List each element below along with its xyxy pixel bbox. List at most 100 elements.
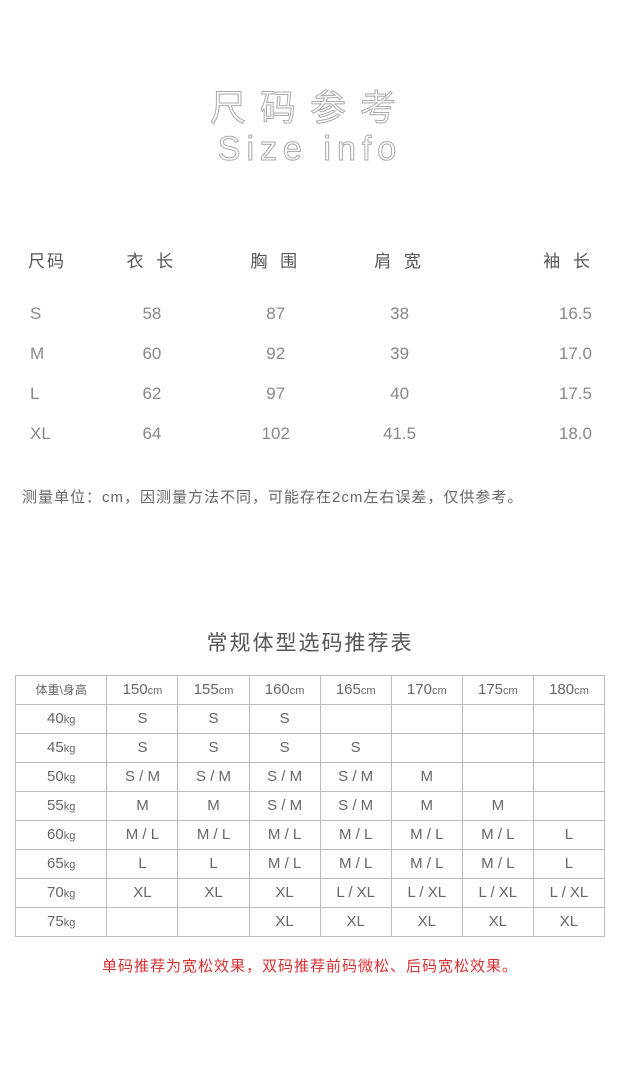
- rec-table-cell: L / XL: [462, 878, 533, 907]
- rec-table-cell: M / L: [249, 849, 320, 878]
- rec-row-header: 55kg: [16, 791, 107, 820]
- rec-table-cell: L / XL: [533, 878, 604, 907]
- rec-table-cell: [533, 762, 604, 791]
- title-en: Size info: [0, 130, 620, 169]
- rec-corner-cell: 体重\身高: [16, 675, 107, 704]
- rec-row-header: 45kg: [16, 733, 107, 762]
- rec-table-row: 60kgM / LM / LM / LM / LM / LM / LL: [16, 820, 605, 849]
- size-table-cell: 17.5: [461, 374, 600, 414]
- size-table-row: M60923917.0: [20, 334, 600, 374]
- rec-col-header: 175cm: [462, 675, 533, 704]
- rec-table-cell: XL: [462, 907, 533, 936]
- rec-table-cell: S / M: [249, 762, 320, 791]
- rec-table-cell: [533, 733, 604, 762]
- size-table-cell: 41.5: [338, 414, 462, 454]
- rec-col-header: 165cm: [320, 675, 391, 704]
- rec-row-header: 50kg: [16, 762, 107, 791]
- rec-table-cell: L: [107, 849, 178, 878]
- size-table-cell: 60: [90, 334, 214, 374]
- rec-table-cell: L: [533, 849, 604, 878]
- rec-table-row: 65kgLLM / LM / LM / LM / LL: [16, 849, 605, 878]
- size-table-cell: 92: [214, 334, 338, 374]
- rec-table-row: 55kgMMS / MS / MMM: [16, 791, 605, 820]
- size-table-cell: S: [20, 294, 90, 334]
- rec-table-cell: [533, 704, 604, 733]
- size-col-header: 袖 长: [461, 247, 600, 294]
- rec-col-header: 160cm: [249, 675, 320, 704]
- title-cn: 尺码参考: [0, 88, 620, 128]
- size-table-row: XL6410241.518.0: [20, 414, 600, 454]
- size-table-cell: 17.0: [461, 334, 600, 374]
- size-table-cell: XL: [20, 414, 90, 454]
- rec-col-header: 155cm: [178, 675, 249, 704]
- size-table-cell: M: [20, 334, 90, 374]
- size-table-cell: 62: [90, 374, 214, 414]
- rec-row-header: 65kg: [16, 849, 107, 878]
- rec-row-header: 40kg: [16, 704, 107, 733]
- rec-table-cell: [462, 733, 533, 762]
- rec-table-cell: L / XL: [391, 878, 462, 907]
- rec-row-header: 70kg: [16, 878, 107, 907]
- rec-table-cell: M / L: [391, 820, 462, 849]
- rec-table-cell: S / M: [178, 762, 249, 791]
- size-table-cell: 64: [90, 414, 214, 454]
- size-table-row: L62974017.5: [20, 374, 600, 414]
- rec-row-header: 75kg: [16, 907, 107, 936]
- rec-table-cell: M / L: [107, 820, 178, 849]
- rec-table-cell: [391, 704, 462, 733]
- rec-table-cell: S: [178, 733, 249, 762]
- rec-table-cell: XL: [533, 907, 604, 936]
- rec-table-cell: S: [178, 704, 249, 733]
- size-table-cell: 18.0: [461, 414, 600, 454]
- size-table-cell: 102: [214, 414, 338, 454]
- size-col-header: 胸 围: [214, 247, 338, 294]
- rec-table-row: 75kgXLXLXLXLXL: [16, 907, 605, 936]
- rec-table-cell: M / L: [320, 849, 391, 878]
- rec-table-cell: XL: [249, 878, 320, 907]
- rec-table-row: 40kgSSS: [16, 704, 605, 733]
- rec-header-row: 体重\身高 150cm155cm160cm165cm170cm175cm180c…: [16, 675, 605, 704]
- rec-table-cell: [107, 907, 178, 936]
- rec-table-cell: [320, 704, 391, 733]
- rec-table-cell: S: [249, 733, 320, 762]
- rec-table-cell: XL: [107, 878, 178, 907]
- size-table-cell: L: [20, 374, 90, 414]
- rec-table-cell: [533, 791, 604, 820]
- size-table-cell: 40: [338, 374, 462, 414]
- measurement-note: 测量单位：cm，因测量方法不同，可能存在2cm左右误差，仅供参考。: [0, 486, 620, 507]
- rec-table-cell: L: [178, 849, 249, 878]
- rec-table-cell: XL: [178, 878, 249, 907]
- rec-table-cell: M / L: [320, 820, 391, 849]
- size-col-header: 尺码: [20, 247, 90, 294]
- size-table-cell: 39: [338, 334, 462, 374]
- rec-table-row: 50kgS / MS / MS / MS / MM: [16, 762, 605, 791]
- rec-col-header: 170cm: [391, 675, 462, 704]
- rec-table-cell: [462, 762, 533, 791]
- rec-table-cell: M: [391, 762, 462, 791]
- size-table-cell: 16.5: [461, 294, 600, 334]
- size-col-header: 衣 长: [90, 247, 214, 294]
- size-table-cell: 87: [214, 294, 338, 334]
- rec-table-cell: S: [249, 704, 320, 733]
- rec-table-cell: M: [178, 791, 249, 820]
- rec-table-cell: S / M: [320, 762, 391, 791]
- rec-table-cell: L: [533, 820, 604, 849]
- rec-table-cell: XL: [391, 907, 462, 936]
- rec-table-cell: S / M: [249, 791, 320, 820]
- rec-table-cell: M / L: [462, 849, 533, 878]
- rec-table-row: 45kgSSSS: [16, 733, 605, 762]
- recommendation-title: 常规体型选码推荐表: [0, 627, 620, 657]
- size-table-cell: 97: [214, 374, 338, 414]
- rec-col-header: 150cm: [107, 675, 178, 704]
- rec-table-cell: S / M: [320, 791, 391, 820]
- rec-table-cell: S / M: [107, 762, 178, 791]
- rec-table-cell: M: [462, 791, 533, 820]
- header-section: 尺码参考 Size info: [0, 0, 620, 169]
- rec-table-cell: M / L: [391, 849, 462, 878]
- rec-table-cell: S: [320, 733, 391, 762]
- rec-table-cell: S: [107, 704, 178, 733]
- rec-table-cell: S: [107, 733, 178, 762]
- size-measurement-table: 尺码 衣 长 胸 围 肩 宽 袖 长 S58873816.5M60923917.…: [0, 247, 620, 454]
- rec-table-cell: [462, 704, 533, 733]
- rec-col-header: 180cm: [533, 675, 604, 704]
